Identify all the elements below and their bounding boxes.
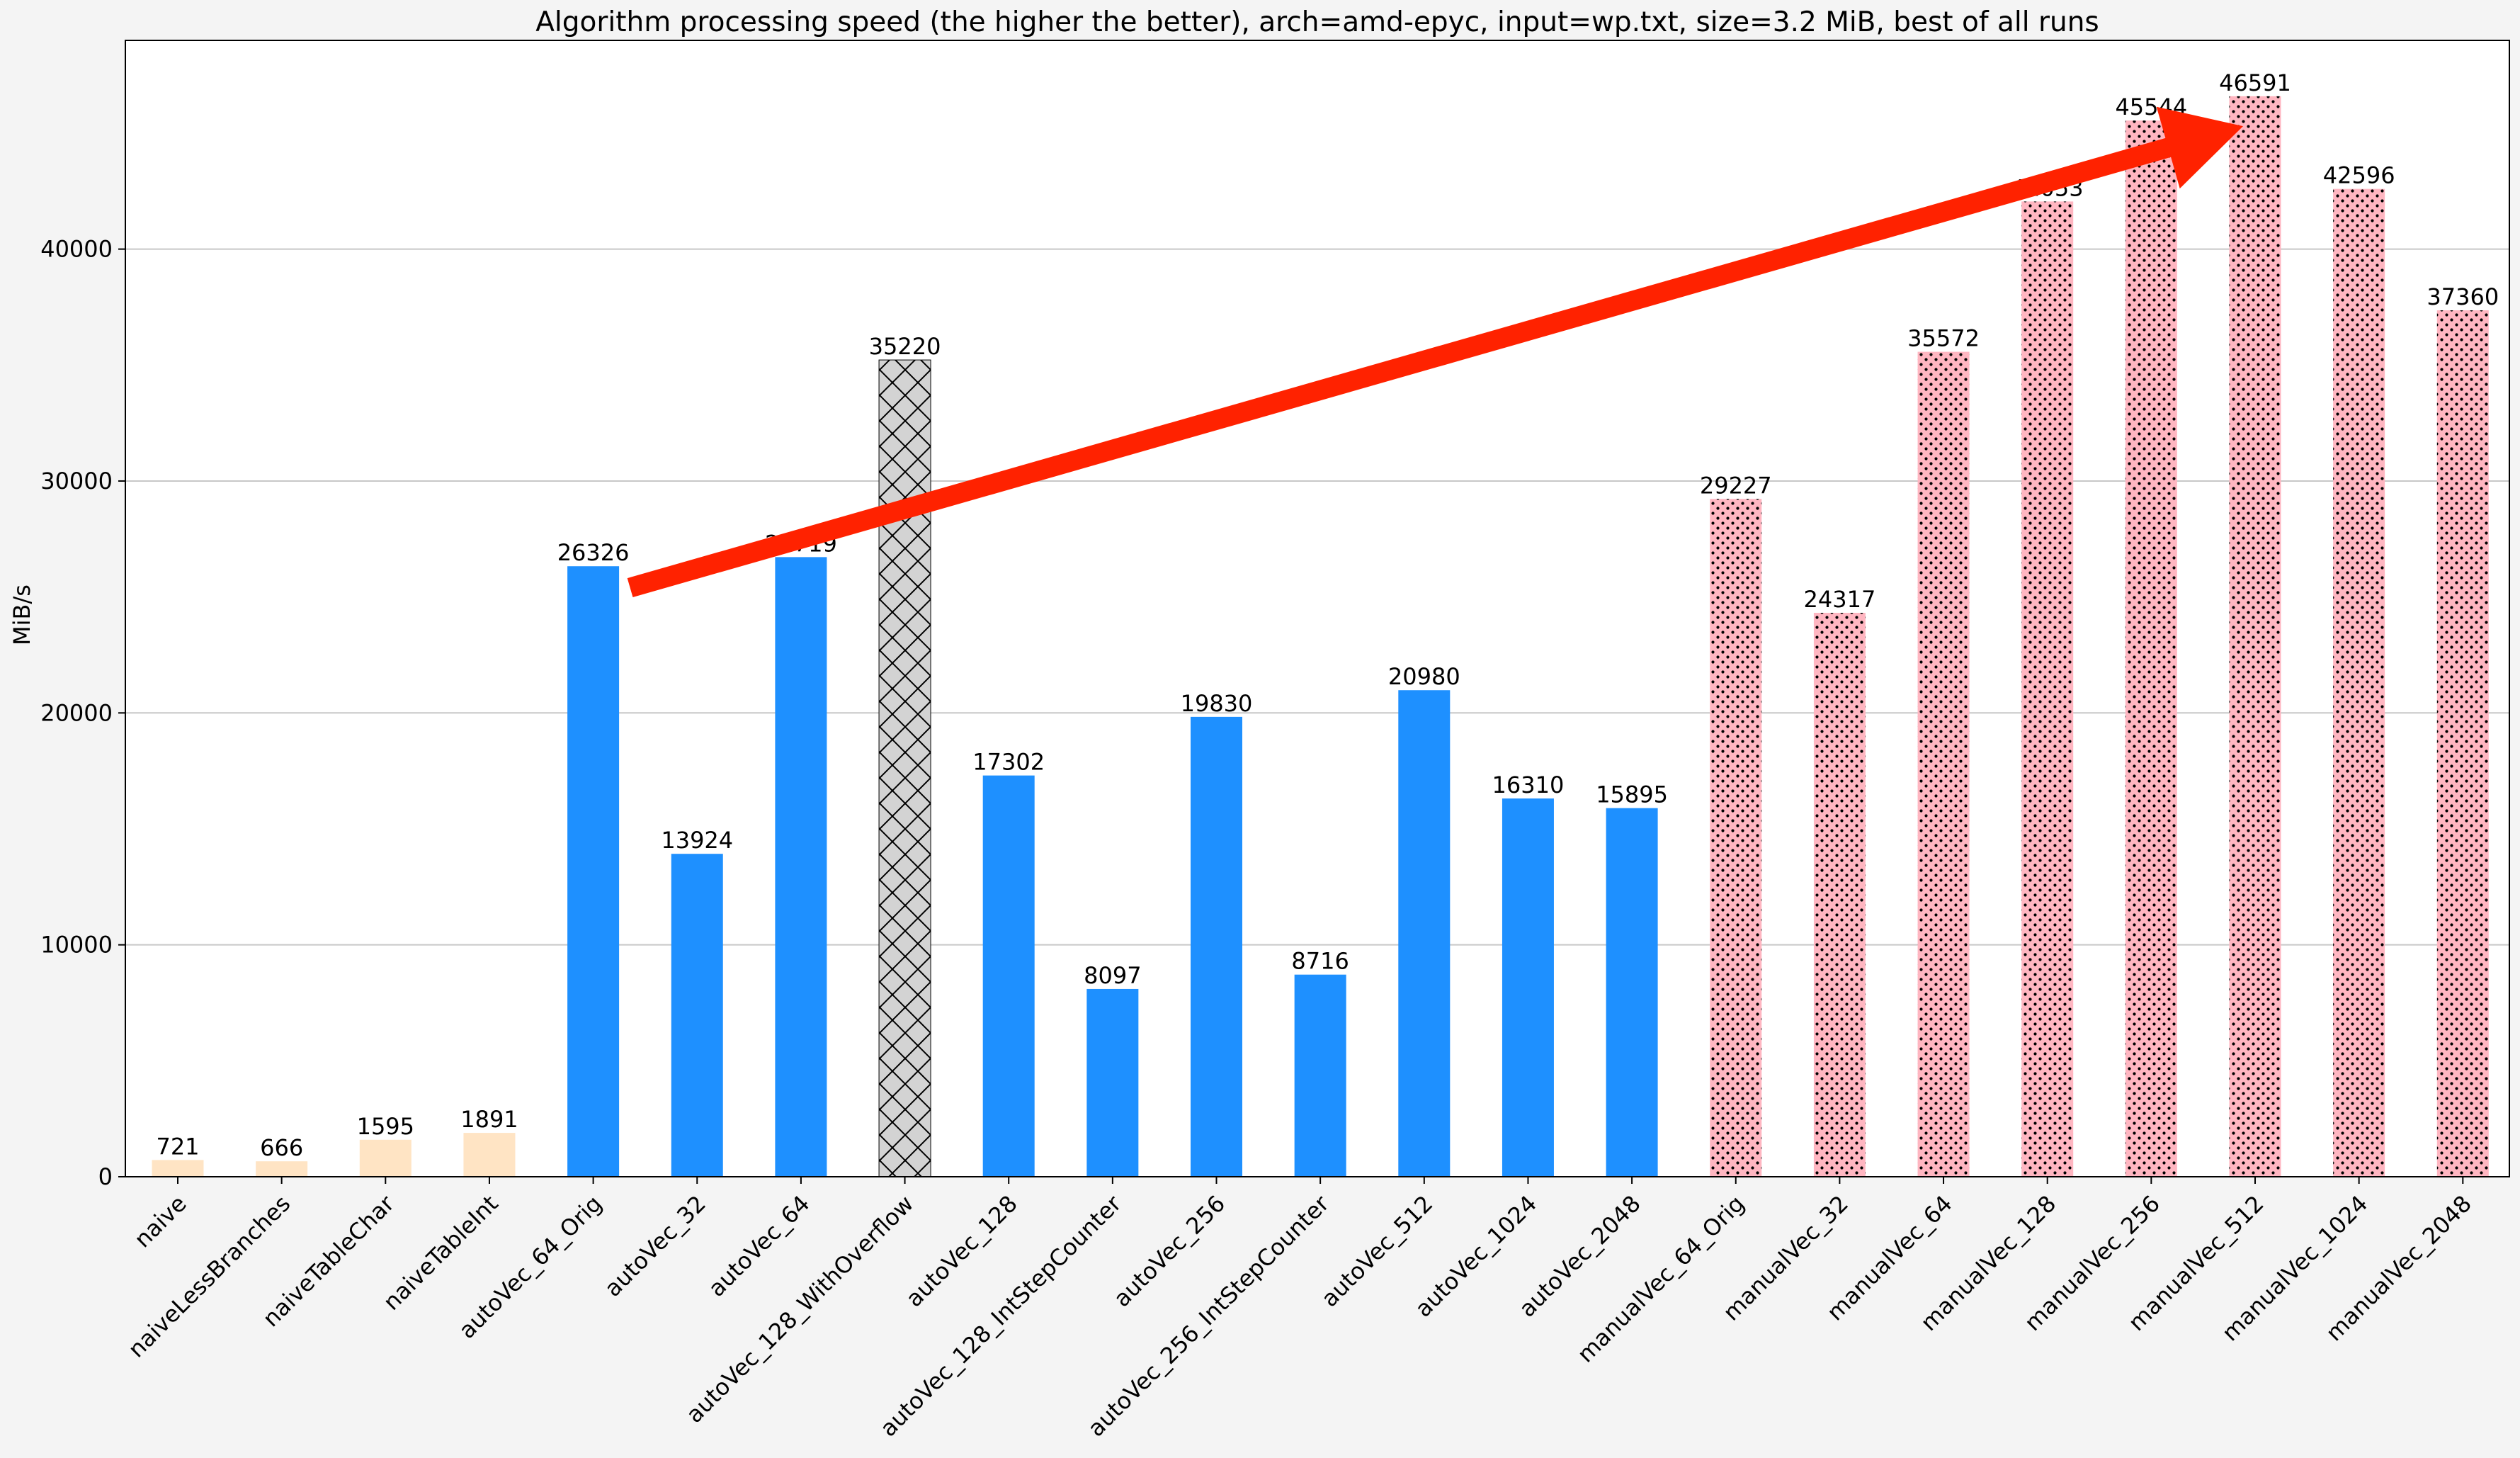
data-label-manualVec_2048: 37360: [2427, 283, 2499, 310]
trend-arrow: [627, 106, 2244, 597]
chart-title: Algorithm processing speed (the higher t…: [535, 6, 2099, 38]
data-label-autoVec_256_IntStepCounter: 8716: [1291, 948, 1349, 975]
data-label-naive: 721: [156, 1133, 199, 1160]
bar-autoVec_128: [982, 775, 1035, 1177]
data-label-manualVec_512: 46591: [2219, 69, 2291, 96]
data-label-autoVec_32: 13924: [661, 827, 733, 854]
bar-manualVec_64_Orig: [1710, 499, 1762, 1177]
data-labels: 7216661595189126326139242671935220173028…: [156, 69, 2499, 1161]
y-tick-label: 0: [98, 1163, 113, 1190]
data-label-autoVec_128: 17302: [972, 749, 1045, 776]
data-label-naiveTableInt: 1891: [460, 1106, 518, 1133]
bar-autoVec_2048: [1606, 808, 1658, 1177]
bar-manualVec_128: [2021, 201, 2074, 1177]
y-tick-label: 30000: [40, 468, 113, 495]
data-label-naiveLessBranches: 666: [260, 1134, 303, 1161]
bar-autoVec_64_Orig: [567, 566, 620, 1177]
bar-naiveTableInt: [463, 1133, 516, 1177]
bar-manualVec_32: [1813, 612, 1866, 1177]
bar-autoVec_128_IntStepCounter: [1086, 988, 1139, 1177]
y-axis-title: MiB/s: [8, 584, 35, 645]
bar-autoVec_1024: [1502, 798, 1554, 1177]
bar-autoVec_256_IntStepCounter: [1294, 974, 1346, 1177]
y-tick-label: 40000: [40, 236, 113, 263]
x-tick-label-autoVec_128_WithOverflow: autoVec_128_WithOverflow: [681, 1190, 919, 1428]
bar-naive: [152, 1160, 204, 1177]
x-axis-ticks: naivenaiveLessBranchesnaiveTableCharnaiv…: [123, 1177, 2477, 1442]
data-label-manualVec_32: 24317: [1804, 586, 1876, 613]
data-label-autoVec_64_Orig: 26326: [557, 539, 630, 566]
bars: [152, 96, 2489, 1177]
x-tick-label-naive: naive: [129, 1190, 192, 1253]
bar-manualVec_256: [2125, 120, 2177, 1177]
data-label-autoVec_512: 20980: [1388, 663, 1460, 690]
bar-autoVec_256: [1191, 716, 1242, 1177]
data-label-autoVec_2048: 15895: [1596, 781, 1668, 808]
data-label-autoVec_1024: 16310: [1492, 772, 1565, 798]
data-label-manualVec_64_Orig: 29227: [1700, 472, 1772, 499]
bar-naiveLessBranches: [256, 1161, 308, 1177]
bar-manualVec_64: [1917, 351, 1970, 1177]
data-label-autoVec_128_IntStepCounter: 8097: [1084, 962, 1141, 989]
y-tick-label: 10000: [40, 932, 113, 959]
data-label-autoVec_128_WithOverflow: 35220: [869, 333, 941, 360]
bar-autoVec_32: [671, 854, 723, 1177]
y-tick-label: 20000: [40, 699, 113, 726]
x-tick-label-autoVec_64: autoVec_64: [703, 1190, 815, 1302]
arrow-shape: [627, 106, 2244, 597]
bar-autoVec_64: [775, 557, 827, 1177]
bar-autoVec_128_WithOverflow: [878, 359, 931, 1177]
x-tick-label-manualVec_64_Orig: manualVec_64_Orig: [1572, 1190, 1750, 1368]
y-axis-ticks: 0 10000 20000 30000 40000: [40, 236, 125, 1190]
bar-manualVec_1024: [2333, 188, 2385, 1177]
data-label-manualVec_64: 35572: [1907, 325, 1980, 352]
bar-autoVec_512: [1398, 690, 1451, 1177]
plot-frame: [125, 40, 2510, 1177]
data-label-manualVec_1024: 42596: [2323, 162, 2395, 189]
data-label-naiveTableChar: 1595: [357, 1113, 414, 1140]
bar-manualVec_512: [2229, 96, 2281, 1177]
bar-naiveTableChar: [359, 1139, 412, 1177]
data-label-autoVec_256: 19830: [1181, 690, 1253, 717]
bar-manualVec_2048: [2436, 310, 2489, 1177]
x-tick-label-autoVec_32: autoVec_32: [599, 1190, 711, 1302]
